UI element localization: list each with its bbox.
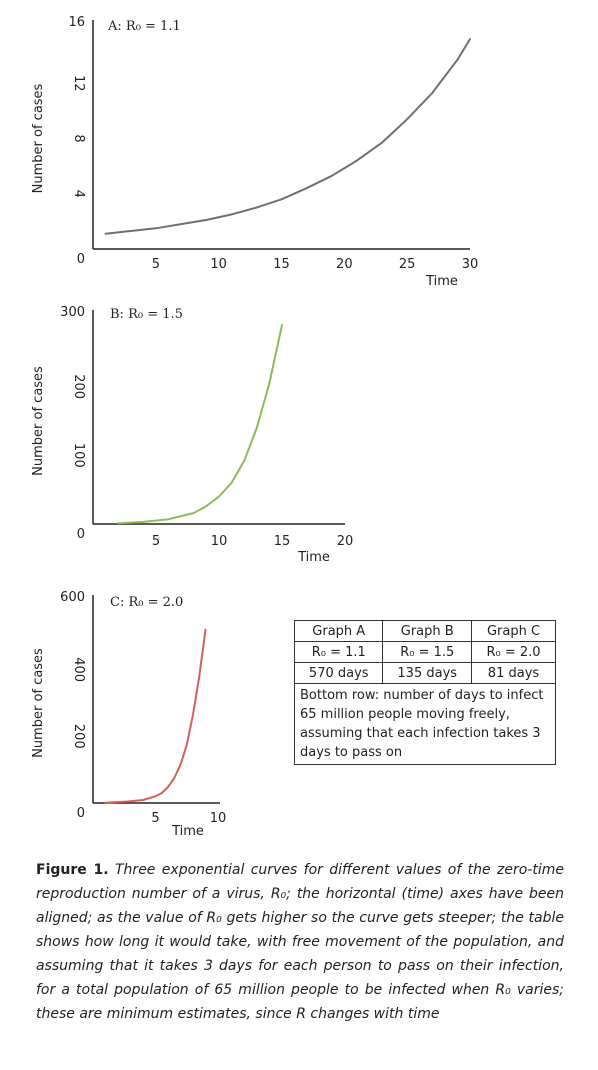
series-line <box>117 323 283 525</box>
x-tick-label: 15 <box>273 257 290 272</box>
x-tick-label: 5 <box>151 811 159 826</box>
x-tick-label: 5 <box>152 257 160 272</box>
y-tick-label: 16 <box>68 15 85 30</box>
y-tick-label: 0 <box>77 252 85 267</box>
charts-area: 0 4 8 12 16 5 10 15 20 25 30 Number of cases Time A: … <box>31 15 479 839</box>
y-tick-label: 200 <box>71 724 86 749</box>
table-header-cell: Graph B <box>382 620 472 642</box>
x-tick-label: 10 <box>210 811 227 826</box>
table-header-cell: Graph A <box>293 620 384 642</box>
table-cell: R₀ = 2.0 <box>470 641 557 663</box>
x-axis-label: Time <box>171 824 204 839</box>
x-tick-label: 10 <box>211 534 228 549</box>
table-cell: 570 days <box>293 662 384 684</box>
y-axis-label: Number of cases <box>31 83 46 193</box>
x-tick-label: 10 <box>210 257 227 272</box>
chart-title: B: R₀ = 1.5 <box>110 307 183 322</box>
x-tick-label: 30 <box>462 257 479 272</box>
table-r0-row: R₀ = 1.1 R₀ = 1.5 R₀ = 2.0 <box>293 641 557 663</box>
chart-title: A: R₀ = 1.1 <box>107 19 181 34</box>
x-tick-label: 20 <box>337 534 354 549</box>
x-axis-label: Time <box>425 274 458 289</box>
table-header-row: Graph A Graph B Graph C <box>293 620 557 642</box>
y-tick-label: 0 <box>77 806 85 821</box>
table-cell: R₀ = 1.5 <box>382 641 472 663</box>
y-tick-label: 200 <box>71 374 86 399</box>
table-note-row: Bottom row: number of days to infect 65 … <box>294 683 556 765</box>
series-line <box>104 38 471 235</box>
y-axis-label: Number of cases <box>31 648 46 758</box>
caption-label: Figure 1. <box>36 862 109 878</box>
r0-summary-table: Graph A Graph B Graph C R₀ = 1.1 R₀ = 1.… <box>293 620 557 765</box>
y-axis-label: Number of cases <box>31 366 46 476</box>
y-tick-label: 300 <box>60 305 85 320</box>
x-tick-label: 25 <box>399 257 416 272</box>
y-tick-label: 0 <box>77 527 85 542</box>
table-cell: 81 days <box>470 662 557 684</box>
x-tick-label: 20 <box>336 257 353 272</box>
table-cell: R₀ = 1.1 <box>293 641 384 663</box>
x-tick-label: 15 <box>274 534 291 549</box>
series-line <box>104 628 207 804</box>
chart-title: C: R₀ = 2.0 <box>110 595 183 610</box>
table-header-cell: Graph C <box>470 620 557 642</box>
caption-text: Three exponential curves for different v… <box>36 862 564 1022</box>
figure-caption: Figure 1. Three exponential curves for d… <box>36 858 564 1026</box>
table-note: Bottom row: number of days to infect 65 … <box>294 683 556 765</box>
x-axis-label: Time <box>297 550 330 565</box>
y-tick-label: 4 <box>71 190 86 198</box>
y-tick-label: 8 <box>71 134 86 142</box>
y-tick-label: 600 <box>60 590 85 605</box>
y-tick-label: 100 <box>71 443 86 468</box>
y-tick-label: 12 <box>71 75 86 92</box>
x-tick-label: 5 <box>152 534 160 549</box>
y-tick-label: 400 <box>71 657 86 682</box>
table-cell: 135 days <box>382 662 472 684</box>
table-days-row: 570 days 135 days 81 days <box>293 662 557 684</box>
